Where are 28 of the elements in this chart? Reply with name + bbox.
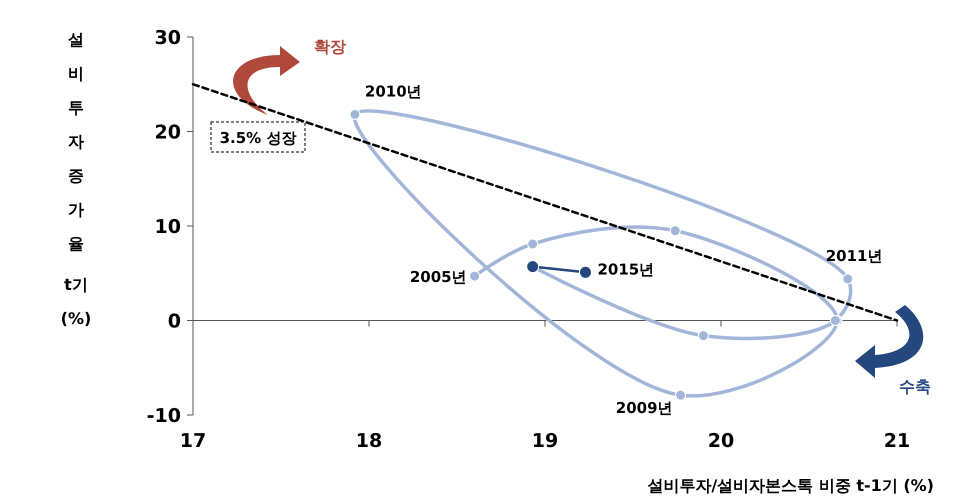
point (670, 225, 681, 236)
point (698, 330, 709, 342)
point (578, 266, 592, 279)
x-tick-label: 21 (884, 430, 910, 452)
y-tick-label: 0 (168, 310, 181, 332)
text: 설비투자증가율 t기 (%) (60, 30, 92, 328)
annotation: 2011년 (826, 246, 882, 265)
annotation: 3.5% 성장 (220, 129, 296, 147)
annotation: 2009년 (616, 399, 673, 418)
y-tick-label: 20 (154, 122, 181, 144)
y-tick-label: 30 (154, 27, 181, 49)
y-tick-label: -10 (146, 405, 181, 427)
point (675, 390, 686, 401)
x-tick-label: 20 (708, 430, 734, 452)
annotation: 2010년 (364, 82, 422, 100)
point (842, 273, 854, 284)
x-tick-label: 18 (356, 430, 382, 452)
point (349, 108, 360, 120)
annotation: 확장 (314, 37, 346, 56)
y-tick-label: 10 (154, 216, 181, 238)
x-tick-label: 17 (180, 430, 206, 452)
point (527, 238, 538, 250)
text: 수축 (899, 377, 931, 396)
annotation: 2005년 (410, 268, 467, 286)
x-tick-label: 19 (532, 430, 558, 452)
annotation: 2015년 (597, 260, 654, 278)
point (469, 270, 480, 282)
x-axis-title: 설비투자/설비자본스톡 비중 t-1기 (%) (647, 476, 934, 495)
